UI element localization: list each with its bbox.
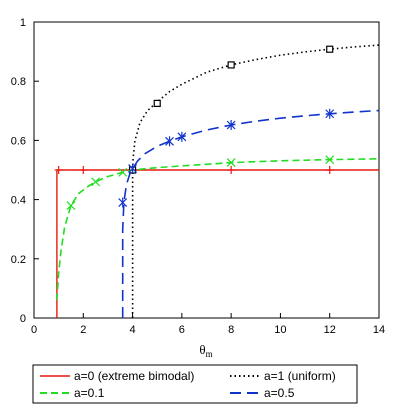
data-point [227, 166, 236, 174]
data-point [227, 61, 235, 69]
y-tick-label: 0.6 [11, 135, 26, 147]
y-tick-label: 0.4 [11, 195, 26, 207]
legend-frame [32, 364, 358, 404]
data-point [91, 177, 101, 187]
plot-area: 0 2 4 6 8 10 12 14 0 0.2 0.4 0.6 0.8 1 [11, 17, 385, 336]
legend-items: a=0 (extreme bimodal) a=1 (uniform) a=0.1 a… [40, 369, 336, 400]
legend-label: a=0.5 [264, 386, 295, 400]
legend-item: a=0 (extreme bimodal) [40, 369, 194, 383]
series-2 [56, 155, 380, 301]
y-tick-label: 0 [20, 313, 26, 325]
series-line [56, 169, 379, 318]
data-point [325, 166, 334, 174]
series-line [56, 158, 380, 301]
data-point [79, 166, 88, 174]
data-point [226, 158, 236, 168]
data-point [226, 120, 236, 131]
x-axis-label-main: θ [199, 342, 205, 357]
data-point [325, 108, 335, 119]
x-tick-label: 10 [274, 324, 286, 336]
legend-item: a=0.5 [230, 386, 295, 400]
x-axis-label: θm [199, 342, 212, 359]
series-1 [128, 44, 380, 318]
y-tick-label: 1 [20, 17, 26, 29]
data-point [326, 45, 334, 53]
x-axis-label-subscript: m [206, 349, 213, 359]
legend-label: a=1 (uniform) [264, 369, 336, 383]
series-0 [54, 166, 379, 318]
data-point [66, 201, 76, 210]
y-tick-label: 0.2 [11, 254, 26, 266]
legend-item: a=1 (uniform) [230, 369, 336, 383]
y-tick-label: 0.8 [11, 76, 26, 88]
x-tick-label: 14 [373, 324, 385, 336]
x-tick-label: 4 [130, 324, 136, 336]
legend-label: a=0 (extreme bimodal) [74, 369, 194, 383]
legend: a=0 (extreme bimodal) a=1 (uniform) a=0.1 a… [32, 364, 358, 404]
data-point [118, 197, 128, 208]
x-tick-label: 6 [179, 324, 185, 336]
series-3 [118, 108, 380, 318]
data-point [54, 166, 63, 174]
data-point [118, 167, 128, 177]
legend-label: a=0.1 [74, 386, 105, 400]
data-point [325, 155, 335, 165]
legend-item: a=0.1 [40, 386, 105, 400]
x-tick-label: 12 [324, 324, 336, 336]
series-layer [54, 44, 380, 318]
x-tick-label: 8 [228, 324, 234, 336]
series-line [131, 44, 380, 318]
data-point [177, 131, 187, 142]
x-tick-label: 2 [80, 324, 86, 336]
x-tick-label: 0 [31, 324, 37, 336]
data-point [128, 163, 137, 174]
series-line [121, 109, 380, 318]
x-axis-ticks: 0 2 4 6 8 10 12 14 [31, 313, 385, 336]
y-axis-ticks: 0 0.2 0.4 0.6 0.8 1 [11, 17, 39, 325]
data-point [165, 136, 174, 147]
data-point [153, 99, 161, 108]
